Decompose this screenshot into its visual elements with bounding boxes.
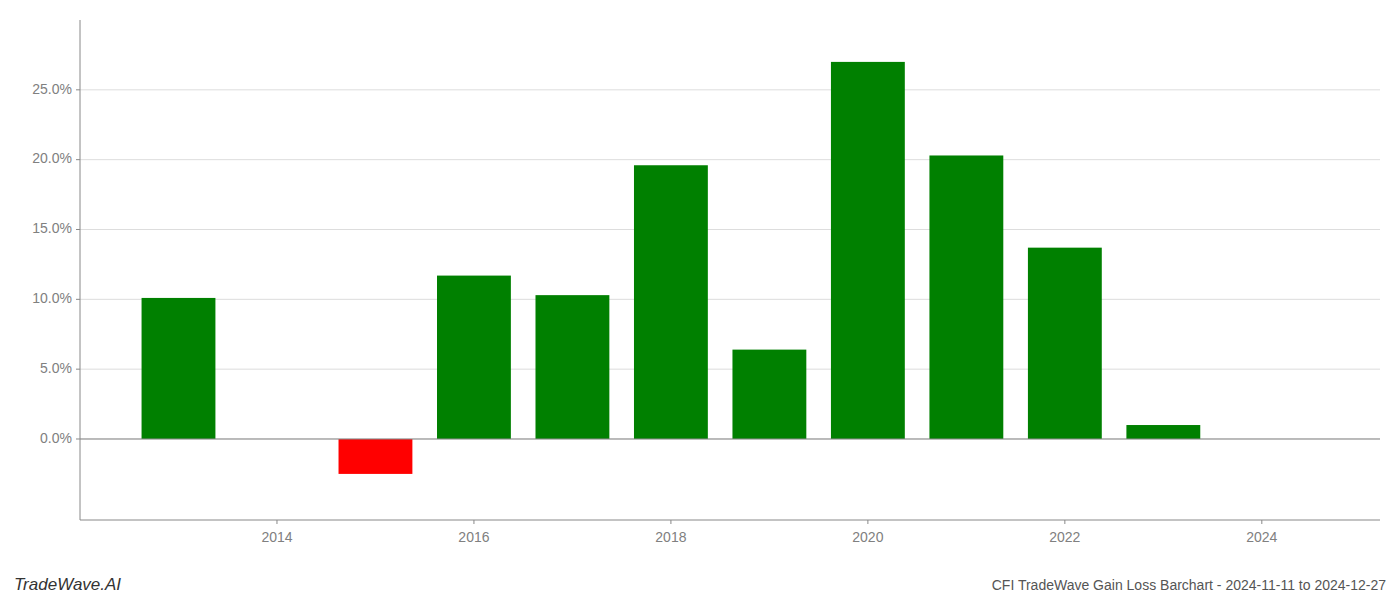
y-tick-label: 5.0% xyxy=(40,360,72,376)
y-tick xyxy=(76,369,80,370)
y-tick xyxy=(76,229,80,230)
x-tick xyxy=(1261,520,1262,524)
bar xyxy=(535,295,609,439)
y-tick-label: 20.0% xyxy=(32,150,72,166)
x-tick xyxy=(473,520,474,524)
y-axis-line xyxy=(80,20,81,520)
x-tick xyxy=(1064,520,1065,524)
background xyxy=(0,0,1400,600)
y-tick xyxy=(76,299,80,300)
grid-line xyxy=(80,89,1380,90)
x-tick xyxy=(867,520,868,524)
x-axis-ticks: 2014 2016 2018 2020 2022 2024 xyxy=(261,520,1277,545)
zero-line xyxy=(80,438,1380,439)
bar xyxy=(142,298,216,439)
x-tick-label: 2020 xyxy=(852,529,883,545)
y-tick-label: 0.0% xyxy=(40,430,72,446)
y-tick xyxy=(76,89,80,90)
bar xyxy=(339,439,413,474)
x-tick xyxy=(670,520,671,524)
x-tick xyxy=(276,520,277,524)
bar xyxy=(929,155,1003,439)
grid-line xyxy=(80,229,1380,230)
bar xyxy=(1126,425,1200,439)
bar xyxy=(831,62,905,439)
bar xyxy=(1028,248,1102,439)
y-tick-label: 25.0% xyxy=(32,81,72,97)
page: {"chart_data": {"type": "bar", "x": [201… xyxy=(0,0,1400,600)
y-tick-label: 15.0% xyxy=(32,220,72,236)
x-tick-label: 2014 xyxy=(261,529,292,545)
grid-line xyxy=(80,159,1380,160)
bar xyxy=(732,350,806,439)
y-tick xyxy=(76,159,80,160)
grid-line xyxy=(80,299,1380,300)
bar xyxy=(437,276,511,439)
bar xyxy=(634,165,708,439)
x-tick-label: 2018 xyxy=(655,529,686,545)
grid-line xyxy=(80,369,1380,370)
grid xyxy=(80,90,1380,439)
x-tick-label: 2016 xyxy=(458,529,489,545)
y-axis-ticks: 0.0% 5.0% 10.0% 15.0% 20.0% 25.0% xyxy=(32,81,80,446)
x-tick-label: 2024 xyxy=(1246,529,1277,545)
y-tick-label: 10.0% xyxy=(32,290,72,306)
x-axis-line xyxy=(80,520,1380,521)
grid-line xyxy=(80,438,1380,439)
x-tick-label: 2022 xyxy=(1049,529,1080,545)
watermark: TradeWave.AI xyxy=(14,575,121,594)
bars xyxy=(142,62,1201,474)
y-tick xyxy=(76,438,80,439)
footer: CFI TradeWave Gain Loss Barchart - 2024-… xyxy=(992,577,1386,593)
chart: 0.0% 5.0% 10.0% 15.0% 20.0% 25.0% 2014 2016 2018… xyxy=(0,0,1400,600)
